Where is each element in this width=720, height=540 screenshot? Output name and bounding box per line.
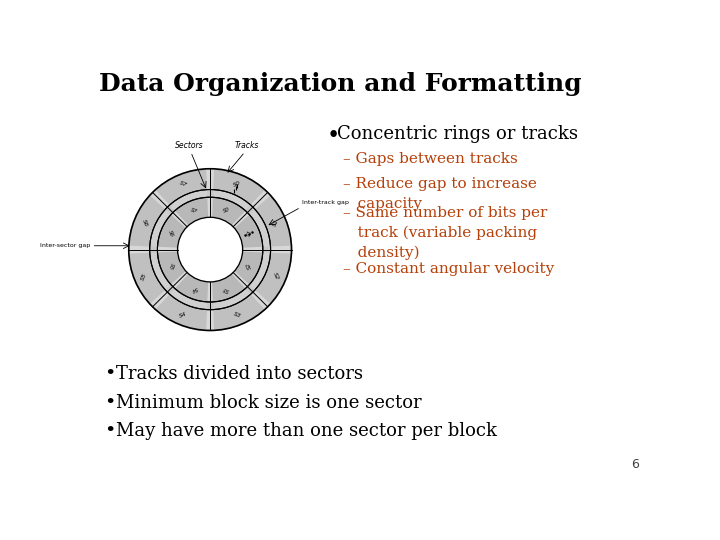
Text: S4: S4 bbox=[189, 285, 198, 292]
Wedge shape bbox=[171, 272, 188, 288]
Text: S0: S0 bbox=[233, 181, 242, 188]
Text: May have more than one sector per block: May have more than one sector per block bbox=[116, 422, 497, 440]
Text: – Reduce gap to increase
   capacity: – Reduce gap to increase capacity bbox=[343, 177, 537, 211]
Text: S1: S1 bbox=[271, 218, 279, 227]
Wedge shape bbox=[207, 168, 213, 217]
Wedge shape bbox=[233, 272, 249, 288]
Wedge shape bbox=[243, 247, 263, 252]
Text: S1: S1 bbox=[246, 229, 253, 238]
Wedge shape bbox=[243, 246, 292, 253]
Wedge shape bbox=[166, 205, 174, 214]
Circle shape bbox=[129, 168, 292, 330]
Text: S5: S5 bbox=[167, 261, 174, 270]
Wedge shape bbox=[171, 211, 188, 228]
Text: •: • bbox=[104, 365, 115, 383]
Text: Data Organization and Formatting: Data Organization and Formatting bbox=[99, 72, 582, 97]
Text: S5: S5 bbox=[141, 272, 148, 281]
Text: S7: S7 bbox=[179, 181, 188, 188]
Text: Concentric rings or tracks: Concentric rings or tracks bbox=[337, 125, 578, 143]
Text: S7: S7 bbox=[189, 207, 198, 214]
Text: S2: S2 bbox=[271, 272, 279, 281]
Text: S0: S0 bbox=[222, 207, 230, 214]
Wedge shape bbox=[150, 247, 158, 252]
Text: S3: S3 bbox=[233, 311, 242, 319]
Wedge shape bbox=[233, 272, 270, 309]
Wedge shape bbox=[208, 197, 212, 217]
Text: Inter-sector gap: Inter-sector gap bbox=[40, 243, 90, 248]
Wedge shape bbox=[129, 246, 178, 253]
Text: S6: S6 bbox=[167, 229, 174, 238]
Text: – Gaps between tracks: – Gaps between tracks bbox=[343, 152, 518, 166]
Wedge shape bbox=[263, 247, 271, 252]
Wedge shape bbox=[246, 205, 255, 214]
Text: S3: S3 bbox=[222, 285, 230, 292]
Wedge shape bbox=[246, 285, 255, 294]
Wedge shape bbox=[233, 190, 270, 228]
Wedge shape bbox=[207, 302, 212, 309]
Text: S6: S6 bbox=[141, 218, 148, 227]
Wedge shape bbox=[150, 272, 188, 309]
Wedge shape bbox=[150, 190, 188, 228]
Wedge shape bbox=[207, 190, 212, 197]
Text: – Constant angular velocity: – Constant angular velocity bbox=[343, 262, 554, 276]
Text: S2: S2 bbox=[246, 261, 253, 270]
Wedge shape bbox=[158, 247, 178, 252]
Text: Tracks: Tracks bbox=[235, 140, 258, 150]
Wedge shape bbox=[233, 211, 249, 228]
Text: Inter-track gap: Inter-track gap bbox=[302, 200, 349, 205]
Text: •: • bbox=[104, 394, 115, 411]
Text: S4: S4 bbox=[179, 311, 188, 319]
Text: Sectors: Sectors bbox=[175, 140, 204, 150]
Text: •: • bbox=[104, 422, 115, 440]
Wedge shape bbox=[166, 285, 174, 294]
Text: Minimum block size is one sector: Minimum block size is one sector bbox=[116, 394, 421, 411]
Text: Tracks divided into sectors: Tracks divided into sectors bbox=[116, 365, 363, 383]
Wedge shape bbox=[208, 282, 212, 302]
Text: •: • bbox=[326, 125, 340, 147]
Wedge shape bbox=[207, 282, 213, 330]
Circle shape bbox=[178, 217, 243, 282]
Text: – Same number of bits per
   track (variable packing
   density): – Same number of bits per track (variabl… bbox=[343, 206, 548, 260]
Text: 6: 6 bbox=[631, 458, 639, 471]
